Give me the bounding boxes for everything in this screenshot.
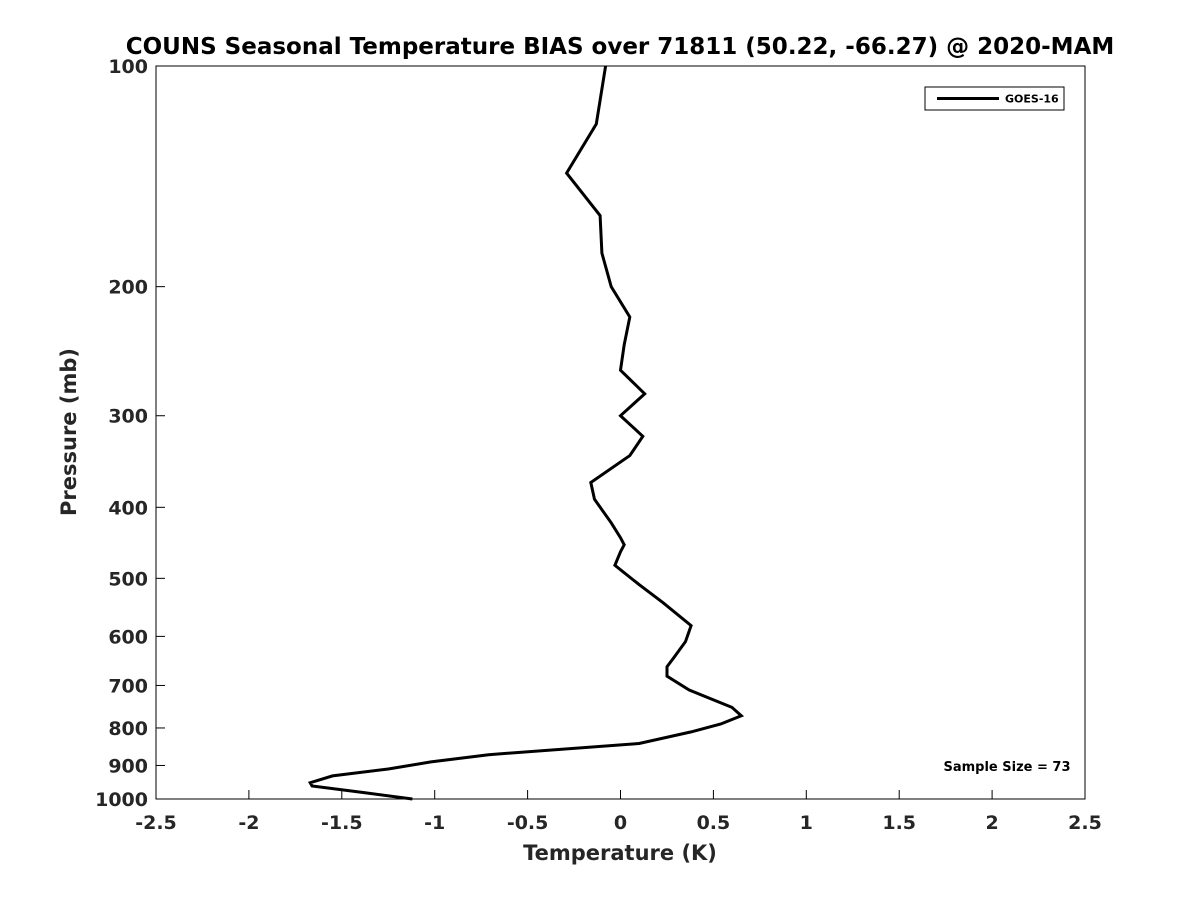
y-tick-label: 200: [108, 277, 148, 299]
x-tick-label: 2: [985, 812, 998, 834]
x-tick-label: -1.5: [321, 812, 363, 834]
y-axis-label: Pressure (mb): [57, 348, 81, 516]
sample-size-annotation: Sample Size = 73: [943, 760, 1070, 775]
x-tick-label: -0.5: [507, 812, 549, 834]
y-tick-label: 1000: [95, 789, 148, 811]
plot-frame: [155, 65, 1086, 800]
y-tick-label: 400: [108, 497, 148, 519]
series-line-goes-16: [307, 65, 745, 801]
y-tick-label: 900: [108, 755, 148, 777]
y-axis-ticks: 100 200 300 400 500 600 700 800 900 1000: [95, 56, 165, 811]
x-axis-ticks: -2.5 -2 -1.5 -1 -0.5 0 0.5 1 1.5 2 2.5: [135, 790, 1102, 834]
y-tick-label: 700: [108, 675, 148, 697]
x-tick-label: 1.5: [882, 812, 916, 834]
x-tick-label: 2.5: [1068, 812, 1102, 834]
y-tick-label: 500: [108, 568, 148, 590]
y-tick-label: 300: [108, 406, 148, 428]
x-axis-label: Temperature (K): [523, 841, 717, 865]
x-tick-label: -1: [424, 812, 445, 834]
x-tick-label: -2: [238, 812, 259, 834]
x-tick-label: 0: [614, 812, 627, 834]
legend-label-goes-16: GOES-16: [1005, 93, 1059, 106]
y-tick-label: 800: [108, 718, 148, 740]
x-tick-label: 0.5: [697, 812, 731, 834]
x-tick-label: -2.5: [135, 812, 177, 834]
chart-title: COUNS Seasonal Temperature BIAS over 718…: [126, 34, 1115, 60]
x-tick-label: 1: [800, 812, 813, 834]
legend: GOES-16: [924, 86, 1065, 111]
y-tick-label: 600: [108, 626, 148, 648]
y-tick-label: 100: [108, 56, 148, 78]
series-layer: [307, 65, 745, 801]
